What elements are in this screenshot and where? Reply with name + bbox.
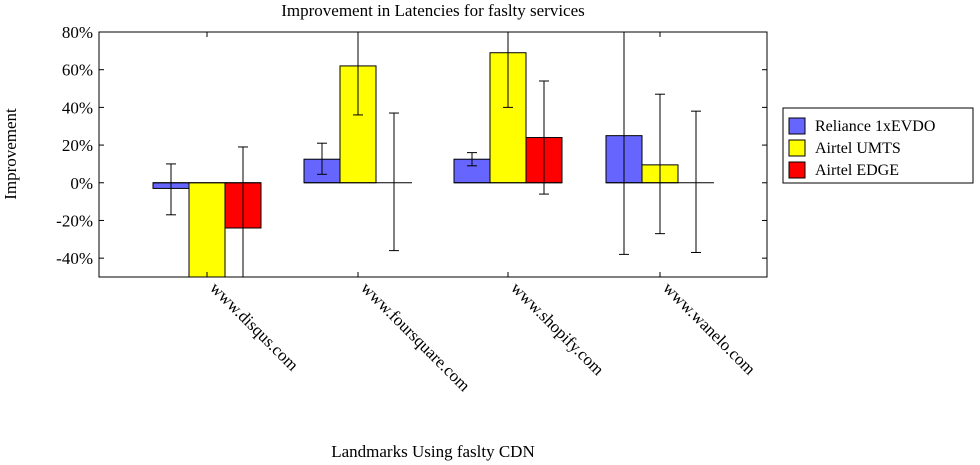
error-bar-airtel-edge-www-shopify-com <box>539 80 549 195</box>
error-bar-airtel-umts-www-foursquare-com <box>353 32 363 116</box>
legend-item-airtel-edge: Airtel EDGE <box>788 161 899 179</box>
legend-swatch <box>788 161 806 179</box>
y-axis-title: Improvement <box>1 108 20 200</box>
error-bar-airtel-umts-www-shopify-com <box>503 32 513 108</box>
legend-item-reliance-1xevdo: Reliance 1xEVDO <box>788 117 935 135</box>
error-bars-group <box>166 32 701 277</box>
x-tick-label-www-wanelo-com: www.wanelo.com <box>659 278 759 378</box>
chart-title: Improvement in Latencies for faslty serv… <box>281 1 585 20</box>
y-tick-label: 0% <box>70 174 93 193</box>
x-tick-label-www-disqus-com: www.disqus.com <box>206 278 302 374</box>
error-bar-reliance-1xevdo-www-foursquare-com <box>317 142 327 175</box>
error-bar-airtel-edge-www-foursquare-com <box>389 112 399 252</box>
bar-airtel-umts-www-disqus-com <box>188 182 226 278</box>
legend-label: Reliance 1xEVDO <box>815 118 935 135</box>
legend-label: Airtel EDGE <box>815 162 899 179</box>
legend-box <box>782 107 974 184</box>
error-bar-airtel-umts-www-wanelo-com <box>655 93 665 235</box>
legend-label: Airtel UMTS <box>815 140 901 157</box>
legend-swatch <box>788 117 806 135</box>
legend: Reliance 1xEVDO Airtel UMTS Airtel EDGE <box>782 107 974 184</box>
x-tick-label-www-foursquare-com: www.foursquare.com <box>357 278 474 395</box>
y-tick-label: -20% <box>56 211 93 230</box>
error-bar-airtel-edge-www-disqus-com <box>238 146 248 277</box>
x-tick-label-www-shopify-com: www.shopify.com <box>507 278 608 379</box>
y-tick-label: 20% <box>62 136 93 155</box>
y-tick-label: 80% <box>62 23 93 42</box>
y-tick-label: 40% <box>62 98 93 117</box>
error-bar-reliance-1xevdo-www-shopify-com <box>467 152 477 167</box>
x-axis: www.disqus.com www.foursquare.com www.shop… <box>206 32 759 395</box>
legend-swatch <box>788 139 806 157</box>
error-bar-reliance-1xevdo-www-disqus-com <box>166 163 176 216</box>
error-bar-airtel-edge-www-wanelo-com <box>691 110 701 253</box>
y-tick-label: -40% <box>56 249 93 268</box>
y-tick-label: 60% <box>62 61 93 80</box>
error-bar-reliance-1xevdo-www-wanelo-com <box>619 32 629 255</box>
plot-frame <box>98 31 768 278</box>
bars-group <box>152 52 714 278</box>
y-axis: -40% -20% 0% 20% 40% 60% 80% <box>56 23 767 268</box>
x-axis-title: Landmarks Using faslty CDN <box>331 442 535 461</box>
legend-item-airtel-umts: Airtel UMTS <box>788 139 901 157</box>
